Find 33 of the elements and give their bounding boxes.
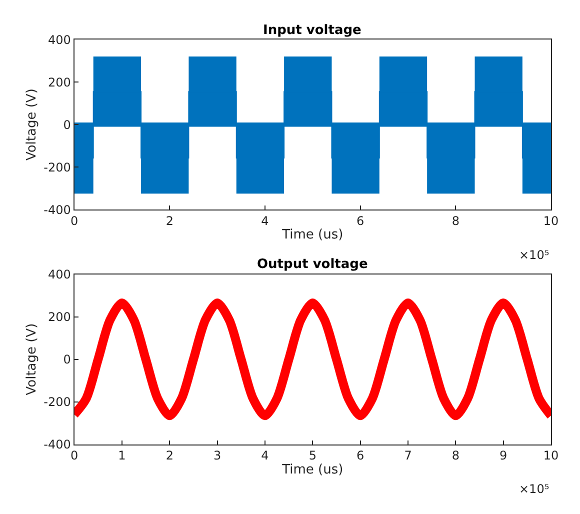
y-tick-label: -200: [44, 160, 71, 174]
x-tick-label: 7: [404, 448, 412, 463]
x-axis-title: Time (us): [281, 462, 344, 478]
x-tick-label: 4: [261, 214, 269, 228]
y-tick-label: -200: [44, 394, 71, 409]
x-tick-label: 6: [356, 448, 364, 463]
x-tick-label: 2: [166, 214, 174, 228]
x-tick-label: 3: [213, 448, 222, 463]
y-axis-title: Voltage (V): [24, 323, 40, 396]
x-tick-label: 10: [543, 448, 559, 463]
x-tick-label: 8: [452, 214, 460, 228]
text: ×10⁵: [519, 482, 550, 496]
text: ×10⁵: [519, 248, 550, 262]
y-tick-label: 0: [63, 118, 71, 132]
y-tick-label: -400: [44, 438, 71, 452]
y-tick-label: -400: [44, 202, 71, 217]
x-axis-title: Time (us): [281, 228, 344, 243]
x-tick-label: 1: [118, 448, 126, 463]
y-tick-label: 0: [63, 352, 71, 366]
x-tick-label: 5: [308, 448, 316, 463]
y-tick-label: 400: [48, 32, 71, 47]
y-tick-label: 200: [48, 75, 71, 90]
chart-title: Input voltage: [263, 23, 362, 38]
x-tick-label: 2: [166, 448, 174, 463]
x-tick-label: 9: [500, 448, 508, 463]
x-tick-label: 4: [261, 448, 269, 463]
x-tick-label: 10: [543, 214, 559, 228]
x-tick-label: 6: [356, 214, 364, 228]
x-tick-label: 8: [452, 448, 460, 463]
chart-title: Output voltage: [257, 257, 368, 272]
y-axis-title: Voltage (V): [24, 88, 40, 161]
y-tick-label: 200: [48, 310, 71, 324]
y-tick-label: 400: [48, 267, 71, 282]
